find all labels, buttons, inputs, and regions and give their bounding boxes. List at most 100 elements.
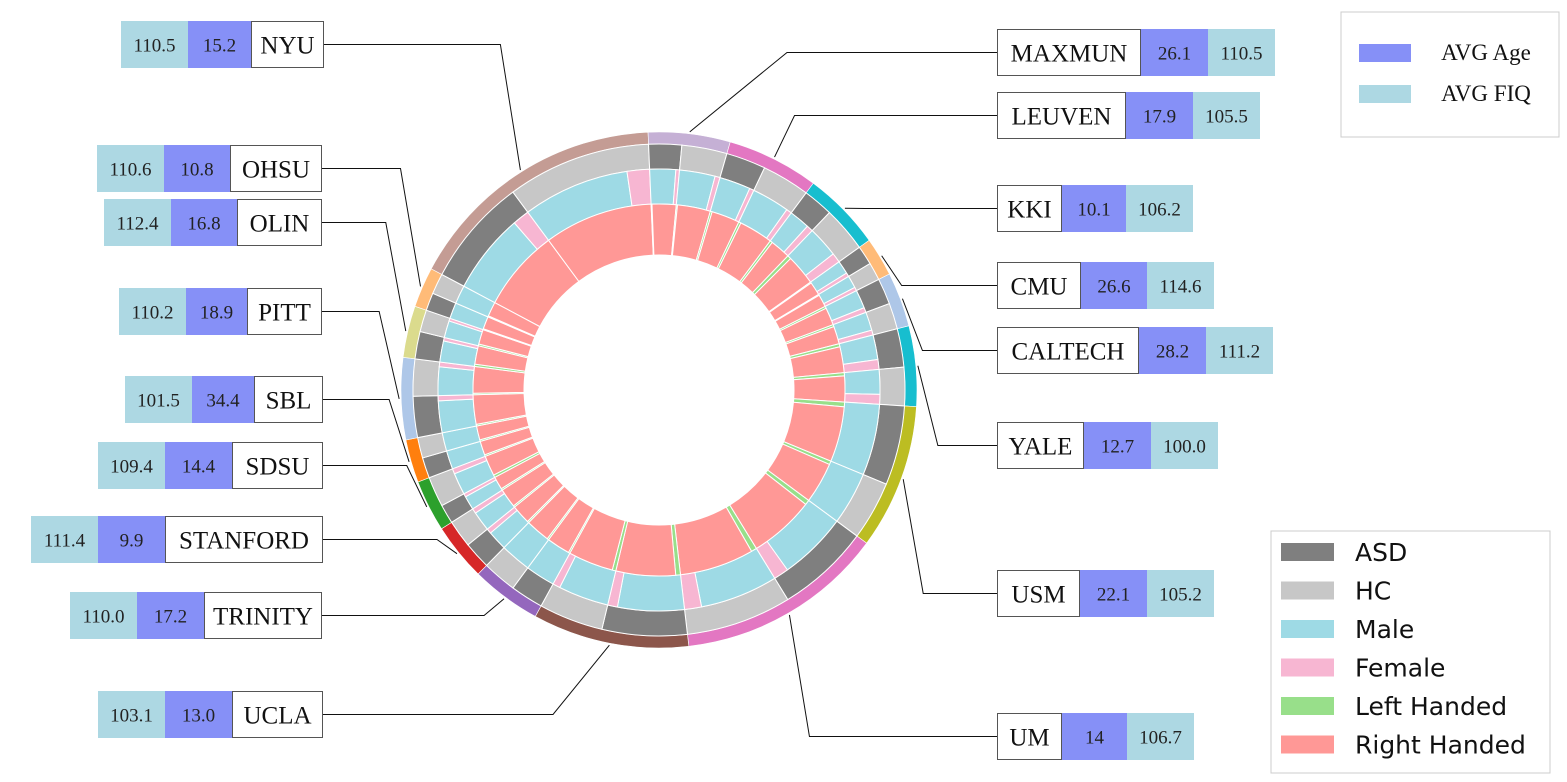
site-name-usm: USM [1011,582,1065,609]
site-label-cmu: CMU 26.6 114.6 [997,262,1214,309]
site-name-yale: YALE [1009,434,1073,461]
leader-line-yale [917,365,997,446]
avg-age-caltech: 28.2 [1156,342,1189,363]
avg-fiq-sbl: 101.5 [137,391,180,412]
leader-line-sbl [323,399,410,462]
age-cell-usm [1080,570,1147,617]
name-cell-cmu [997,262,1081,309]
site-labels: NYU 15.2 110.5 MAXMUN 26.1 110.5 LEUVEN 17.9 105… [31,21,1275,760]
name-cell-ucla [232,691,323,738]
leader-line-nyu [324,44,521,171]
site-label-pitt: PITT 18.9 110.2 [119,288,322,335]
site-name-um: UM [1009,725,1049,752]
avg-age-pitt: 18.9 [200,303,233,324]
sex-arc-ucla-asd-male [616,572,686,612]
age-cell-kki [1062,185,1126,232]
site-name-kki: KKI [1007,197,1051,224]
site-label-sbl: SBL 34.4 101.5 [125,376,323,423]
site-label-sdsu: SDSU 14.4 109.4 [98,442,323,489]
stats-legend-swatch-avg-age [1359,44,1411,62]
group-arc-maxmun-asd [648,143,683,171]
age-cell-olin [171,199,237,246]
legend-swatch-right-handed [1281,735,1334,754]
avg-fiq-caltech: 111.2 [1219,342,1260,363]
age-cell-ohsu [164,145,230,192]
sex-arc-maxmun-asd-male [649,168,677,206]
fiq-cell-stanford [31,516,98,563]
category-legend-frame [1270,530,1551,774]
leader-line-usm [902,479,997,594]
stats-legend-label-avg-age: AVG Age [1441,40,1531,65]
avg-fiq-usm: 105.2 [1159,585,1202,606]
avg-fiq-yale: 100.0 [1163,437,1206,458]
avg-age-ucla: 13.0 [182,706,215,727]
name-cell-nyu [251,21,324,68]
site-name-leuven: LEUVEN [1012,104,1112,131]
fiq-cell-kki [1126,185,1193,232]
avg-fiq-cmu: 114.6 [1159,277,1201,298]
avg-age-cmu: 26.6 [1097,277,1130,298]
name-cell-caltech [997,327,1139,374]
fiq-cell-um [1127,713,1194,760]
age-cell-ucla [165,691,232,738]
avg-age-ohsu: 10.8 [180,160,213,181]
legend-label-hc: HC [1355,577,1391,606]
avg-age-kki: 10.1 [1077,200,1110,221]
avg-age-sbl: 34.4 [206,391,240,412]
fiq-cell-caltech [1206,327,1273,374]
age-cell-sbl [192,376,254,423]
name-cell-sbl [254,376,323,423]
name-cell-um [997,713,1062,760]
avg-fiq-pitt: 110.2 [131,303,173,324]
avg-age-olin: 16.8 [187,214,220,235]
leader-line-ucla [323,644,610,715]
avg-age-stanford: 9.9 [120,531,144,552]
fiq-cell-leuven [1193,92,1260,139]
leader-line-stanford [323,539,458,555]
site-label-maxmun: MAXMUN 26.1 110.5 [997,29,1275,76]
site-label-um: UM 14 106.7 [997,713,1194,760]
category-legend: ASD HC Male Female Left Handed Right Handed [1270,530,1551,774]
avg-fiq-olin: 112.4 [116,214,159,235]
name-cell-leuven [997,92,1126,139]
fiq-cell-nyu [121,21,188,68]
leader-line-caltech [901,298,997,351]
avg-fiq-stanford: 111.4 [44,531,86,552]
age-cell-caltech [1139,327,1206,374]
fiq-cell-ucla [98,691,165,738]
age-cell-yale [1084,422,1151,469]
legend-swatch-hc [1281,581,1334,600]
avg-age-yale: 12.7 [1101,437,1134,458]
avg-age-um: 14 [1085,728,1105,749]
site-name-maxmun: MAXMUN [1011,41,1128,68]
name-cell-pitt [247,288,322,335]
avg-age-maxmun: 26.1 [1158,44,1191,65]
fiq-cell-yale [1151,422,1218,469]
leader-line-trinity [322,598,505,616]
legend-swatch-asd [1281,543,1334,561]
stats-legend-frame [1340,11,1560,138]
name-cell-trinity [204,592,322,639]
site-label-olin: OLIN 16.8 112.4 [104,199,322,246]
avg-age-leuven: 17.9 [1143,107,1176,128]
fiq-cell-olin [104,199,171,246]
fiq-cell-trinity [70,592,137,639]
leader-line-cmu [881,255,997,286]
avg-fiq-sdsu: 109.4 [110,457,153,478]
site-name-nyu: NYU [260,33,314,60]
name-cell-maxmun [997,29,1141,76]
site-label-ucla: UCLA 13.0 103.1 [98,691,323,738]
site-name-pitt: PITT [258,300,311,327]
stats-legend-swatch-avg-fiq [1359,85,1411,103]
stats-legend: AVG Age AVG FIQ [1340,11,1560,138]
site-label-kki: KKI 10.1 106.2 [997,185,1193,232]
avg-fiq-leuven: 105.5 [1205,107,1248,128]
site-name-sdsu: SDSU [246,454,310,481]
avg-age-nyu: 15.2 [203,36,236,57]
legend-label-asd: ASD [1355,538,1407,567]
age-cell-stanford [98,516,165,563]
site-name-sbl: SBL [266,388,312,415]
age-cell-pitt [186,288,247,335]
legend-label-male: Male [1355,615,1414,644]
site-label-usm: USM 22.1 105.2 [997,570,1214,617]
